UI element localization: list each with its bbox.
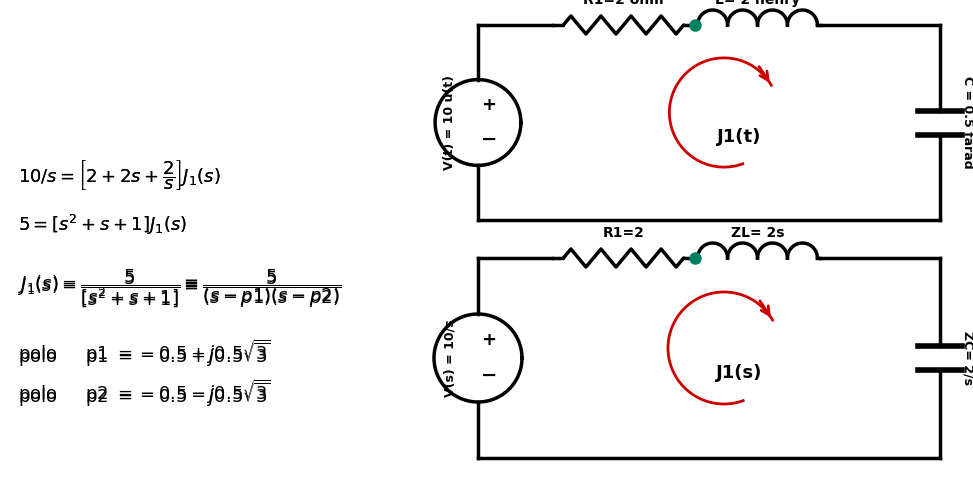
Text: polo $\quad$ p1 $= -0.5 + j0.5\sqrt{3}$: polo $\quad$ p1 $= -0.5 + j0.5\sqrt{3}$: [18, 341, 270, 369]
Text: polo $\quad$ p1 $= -0.5 + j0.5\sqrt{3}$: polo $\quad$ p1 $= -0.5 + j0.5\sqrt{3}$: [18, 338, 270, 366]
Text: $J_1(s) = \dfrac{5}{\left[s^2+s+1\right]} \equiv \dfrac{5}{(s-p1)(s-p2)}$: $J_1(s) = \dfrac{5}{\left[s^2+s+1\right]…: [18, 270, 342, 310]
Text: J1(t): J1(t): [717, 128, 761, 147]
Text: ZC= 2/s: ZC= 2/s: [961, 331, 973, 385]
Text: $5 = \left[s^2+s+1\right]J_1(s)$: $5 = \left[s^2+s+1\right]J_1(s)$: [18, 213, 187, 237]
Text: polo $\quad$ p2 $= -0.5 - j0.5\sqrt{3}$: polo $\quad$ p2 $= -0.5 - j0.5\sqrt{3}$: [18, 381, 270, 409]
Text: V(s) = 10/s: V(s) = 10/s: [444, 319, 456, 397]
Text: R1=2 ohm: R1=2 ohm: [583, 0, 664, 7]
Text: polo $\quad$ p2 $= -0.5 - j0.5\sqrt{3}$: polo $\quad$ p2 $= -0.5 - j0.5\sqrt{3}$: [18, 378, 270, 406]
Text: ZL= 2s: ZL= 2s: [731, 226, 784, 240]
Text: J1(s): J1(s): [716, 364, 762, 382]
Text: L= 2 henry: L= 2 henry: [715, 0, 800, 7]
Text: C = 0.5 farad: C = 0.5 farad: [961, 76, 973, 169]
Text: −: −: [481, 366, 497, 385]
Text: $10/s = \left[2 + 2s + \dfrac{2}{s}\right]J_1(s)$: $10/s = \left[2 + 2s + \dfrac{2}{s}\righ…: [18, 158, 221, 192]
Text: +: +: [482, 96, 496, 114]
Text: +: +: [482, 331, 496, 349]
Text: R1=2: R1=2: [602, 226, 644, 240]
Text: $J_1(s)=\dfrac{5}{\left[s^2+s+1\right]}\equiv\dfrac{5}{(s-p1)(s-p2)}$: $J_1(s)=\dfrac{5}{\left[s^2+s+1\right]}\…: [18, 268, 342, 308]
Text: −: −: [481, 130, 497, 149]
Text: $5 = \left[s^2 + s + 1\right]J_1(s)$: $5 = \left[s^2 + s + 1\right]J_1(s)$: [18, 213, 187, 237]
Text: V(t) = 10 u(t): V(t) = 10 u(t): [444, 75, 456, 170]
Text: $10/s = \left[2+2s+\dfrac{2}{s}\right]J_1(s)$: $10/s = \left[2+2s+\dfrac{2}{s}\right]J_…: [18, 158, 221, 192]
